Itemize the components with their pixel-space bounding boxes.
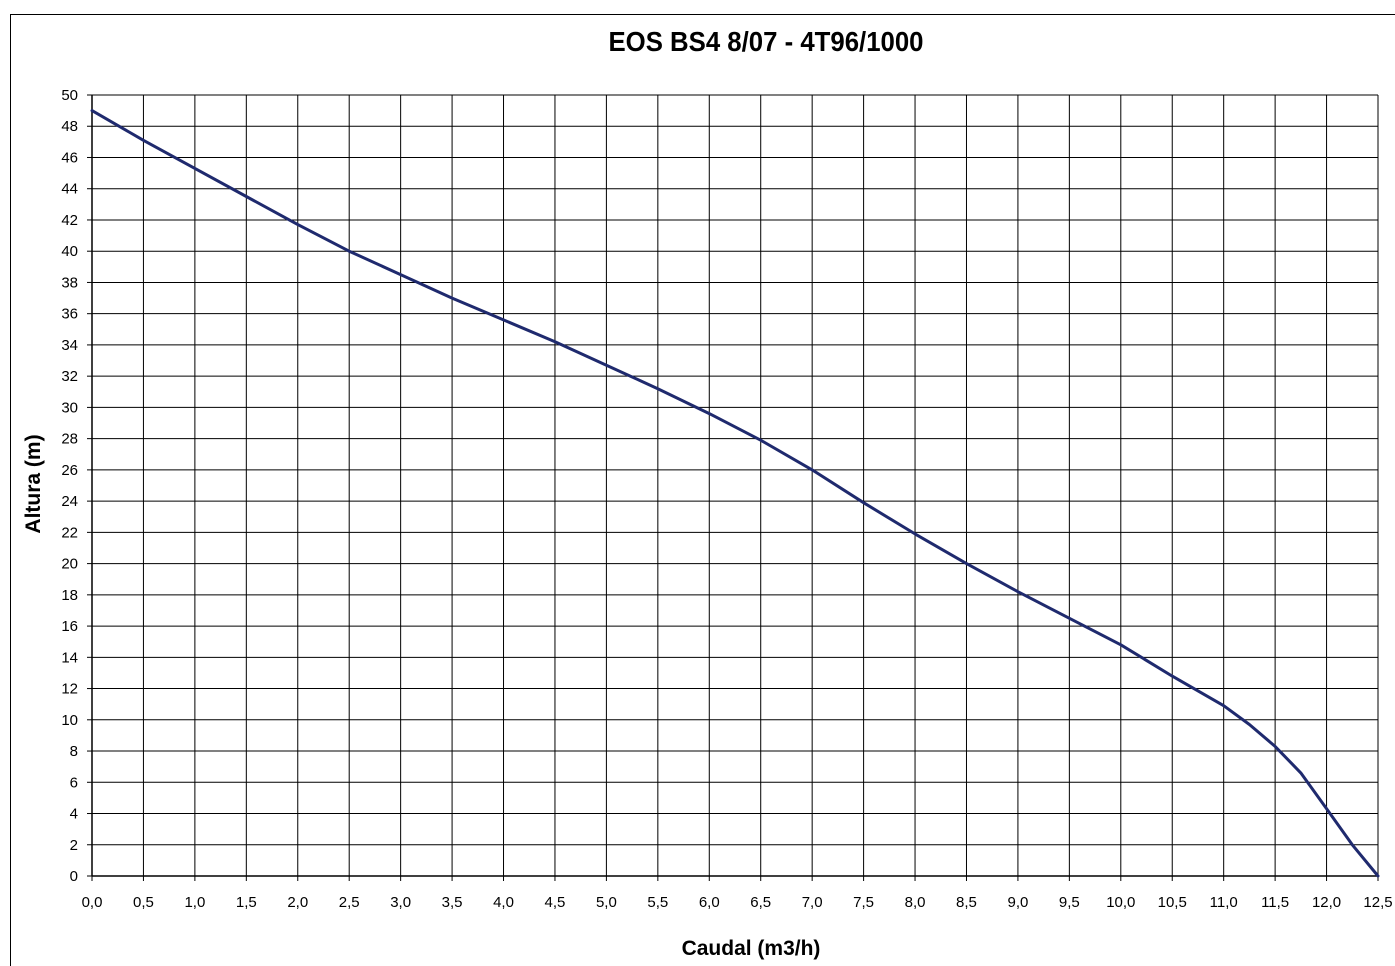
x-tick-label: 7,5 [853, 894, 874, 911]
x-tick-label: 6,5 [750, 894, 771, 911]
x-tick-label: 0,0 [82, 894, 103, 911]
x-tick-label: 10,5 [1158, 894, 1187, 911]
y-tick-label: 42 [61, 212, 78, 229]
y-tick-label: 32 [61, 368, 78, 385]
y-tick-labels: 0246810121416182022242628303234363840424… [61, 87, 78, 885]
x-tick-label: 7,0 [802, 894, 823, 911]
y-tick-label: 12 [61, 681, 78, 698]
x-tick-label: 8,0 [905, 894, 926, 911]
x-tick-label: 10,0 [1106, 894, 1135, 911]
x-tick-labels: 0,0 0,5 1,0 1,5 2,0 2,5 3,0 3,5 4,0 4,5 5,0 5,5 6,0 6… [82, 894, 1393, 911]
y-tick-label: 48 [61, 118, 78, 135]
x-tick-label: 9,5 [1059, 894, 1080, 911]
x-tick-label: 5,5 [647, 894, 668, 911]
x-tick-label: 6,0 [699, 894, 720, 911]
x-tick-label: 12,5 [1363, 894, 1392, 911]
y-tick-label: 50 [61, 87, 78, 104]
x-tick-label: 4,0 [493, 894, 514, 911]
x-tick-label: 8,5 [956, 894, 977, 911]
y-tick-label: 0 [70, 868, 78, 885]
y-tick-label: 26 [61, 462, 78, 479]
y-tick-label: 28 [61, 431, 78, 448]
x-tick-label: 11,0 [1210, 894, 1238, 911]
x-tick-label: 0,5 [133, 894, 154, 911]
y-tick-label: 2 [70, 837, 78, 854]
y-tick-label: 24 [61, 493, 78, 510]
y-tick-label: 34 [61, 337, 78, 354]
y-tick-label: 40 [61, 243, 78, 260]
x-tick-label: 11,5 [1261, 894, 1289, 911]
x-tick-label: 2,0 [287, 894, 308, 911]
y-tick-label: 30 [61, 399, 78, 416]
y-tick-label: 14 [61, 649, 78, 666]
x-tick-label: 12,0 [1312, 894, 1341, 911]
x-tick-label: 4,5 [545, 894, 566, 911]
y-tick-label: 46 [61, 149, 78, 166]
y-tick-label: 8 [70, 743, 78, 760]
x-tick-label: 1,5 [236, 894, 257, 911]
x-tick-label: 2,5 [339, 894, 360, 911]
y-tick-label: 6 [70, 774, 78, 791]
y-tick-label: 4 [70, 806, 78, 823]
y-tick-label: 22 [61, 524, 78, 541]
x-tick-label: 3,5 [442, 894, 463, 911]
grid-lines [87, 94, 1379, 881]
y-tick-label: 36 [61, 306, 78, 323]
y-tick-label: 20 [61, 556, 78, 573]
chart-frame [10, 14, 1395, 966]
chart-title: EOS BS4 8/07 - 4T96/1000 [608, 26, 924, 57]
y-tick-label: 10 [61, 712, 78, 729]
x-tick-label: 9,0 [1007, 894, 1028, 911]
x-tick-label: 3,0 [390, 894, 411, 911]
series-line [90, 109, 1380, 878]
y-tick-label: 44 [61, 181, 78, 198]
x-tick-label: 1,0 [184, 894, 205, 911]
x-axis-label: Caudal (m3/h) [681, 937, 821, 960]
y-tick-label: 18 [61, 587, 78, 604]
series-group [90, 109, 1380, 878]
y-tick-label: 16 [61, 618, 78, 635]
y-tick-label: 38 [61, 274, 78, 291]
x-tick-label: 5,0 [596, 894, 617, 911]
